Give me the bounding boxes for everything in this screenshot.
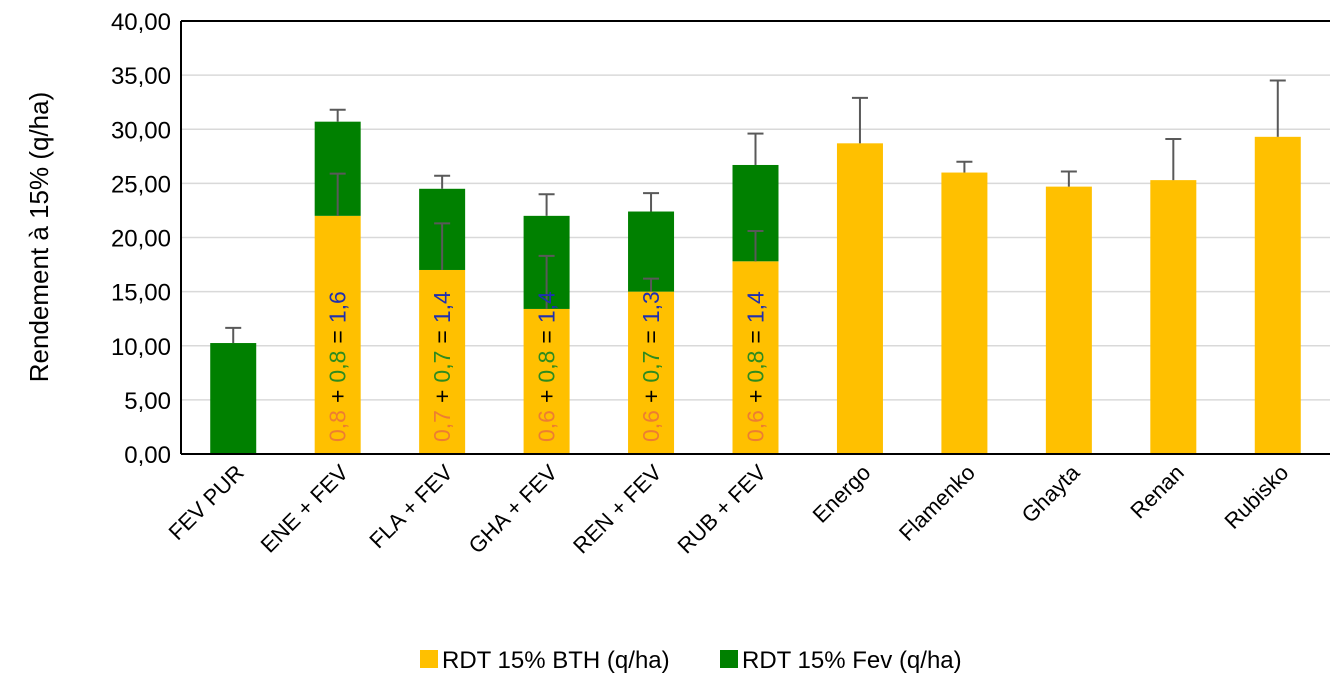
x-tick-label: REN + FEV: [568, 460, 667, 559]
y-tick-label: 40,00: [111, 9, 171, 36]
annotation-op: +: [534, 390, 560, 403]
x-tick-label: ENE + FEV: [256, 460, 354, 558]
error-bar: [329, 172, 346, 216]
y-tick-label: 15,00: [111, 280, 171, 307]
annotation-op: =: [325, 330, 351, 343]
error-bar: [643, 192, 660, 212]
bar-segment: [314, 215, 361, 454]
y-tick-label: 30,00: [111, 117, 171, 144]
annotation-op: +: [429, 390, 455, 403]
annotation-bth: 0,7: [429, 410, 455, 442]
x-tick-label: Rubisko: [1219, 460, 1293, 534]
y-tick-label: 35,00: [111, 63, 171, 90]
error-bar: [434, 222, 451, 270]
error-bar: [747, 132, 764, 165]
annotation-fev: 0,7: [429, 351, 455, 383]
annotation: 0,6 +0,7 = 1,3: [638, 291, 664, 442]
annotation-total: 1,4: [743, 291, 769, 323]
error-bar: [225, 326, 242, 344]
annotation-op: =: [638, 330, 664, 343]
x-tick-label: Renan: [1125, 460, 1189, 524]
x-tick-label: Ghayta: [1017, 459, 1085, 527]
legend-swatch: [720, 650, 738, 668]
bar-segment: [210, 343, 257, 454]
annotation-op: +: [325, 390, 351, 403]
x-tick-label: GHA + FEV: [464, 460, 563, 559]
y-tick-label: 0,00: [124, 442, 171, 469]
annotation: 0,6 +0,8 = 1,4: [743, 291, 769, 442]
y-tick-label: 20,00: [111, 226, 171, 253]
bar-segment: [1150, 180, 1197, 454]
error-bar: [434, 174, 451, 189]
legend-swatch: [420, 650, 438, 668]
annotation-op: =: [743, 330, 769, 343]
error-bar: [538, 254, 555, 309]
bar-segment: [419, 269, 466, 454]
error-bar: [538, 193, 555, 216]
error-bar: [747, 230, 764, 262]
annotation-fev: 0,8: [325, 351, 351, 383]
annotation-bth: 0,6: [534, 410, 560, 442]
error-bar: [1060, 170, 1077, 187]
annotation: 0,8 +0,8 = 1,6: [325, 291, 351, 442]
annotation-fev: 0,7: [638, 351, 664, 383]
y-tick-label: 10,00: [111, 334, 171, 361]
bar-segment: [836, 143, 883, 454]
bar-segment: [941, 172, 988, 455]
y-axis-label: Rendement à 15% (q/ha): [24, 92, 54, 383]
annotation-op: +: [743, 390, 769, 403]
annotation: 0,6 +0,8 = 1,4: [534, 291, 560, 442]
bar-segment: [1254, 136, 1301, 454]
bar-segment: [1045, 186, 1092, 454]
annotation-bth: 0,8: [325, 410, 351, 442]
legend-label: RDT 15% Fev (q/ha): [742, 647, 962, 674]
bar-segment: [523, 308, 570, 454]
error-bar: [329, 108, 346, 122]
annotation-bth: 0,6: [638, 410, 664, 442]
error-bar: [956, 160, 973, 173]
annotation: 0,7 +0,7 = 1,4: [429, 291, 455, 442]
annotation-total: 1,6: [325, 291, 351, 323]
annotation-total: 1,4: [534, 291, 560, 323]
x-tick-label: Flamenko: [894, 460, 980, 546]
y-tick-label: 25,00: [111, 171, 171, 198]
y-tick-label: 5,00: [124, 388, 171, 415]
annotation-bth: 0,6: [743, 410, 769, 442]
x-tick-label: RUB + FEV: [673, 460, 772, 559]
bar-segment: [628, 291, 675, 454]
error-bar: [1269, 79, 1286, 137]
annotation-total: 1,4: [429, 291, 455, 323]
annotation-op: +: [638, 390, 664, 403]
annotation-op: =: [429, 330, 455, 343]
annotation-fev: 0,8: [534, 351, 560, 383]
x-tick-label: Energo: [808, 460, 876, 528]
annotation-op: =: [534, 330, 560, 343]
x-tick-label: FLA + FEV: [364, 460, 458, 554]
error-bar: [643, 277, 660, 292]
annotation-total: 1,3: [638, 291, 664, 323]
legend-label: RDT 15% BTH (q/ha): [442, 647, 670, 674]
error-bar: [1165, 137, 1182, 181]
annotation-fev: 0,8: [743, 351, 769, 383]
x-tick-label: FEV PUR: [164, 460, 249, 545]
error-bar: [851, 96, 868, 144]
bar-segment: [732, 261, 779, 454]
